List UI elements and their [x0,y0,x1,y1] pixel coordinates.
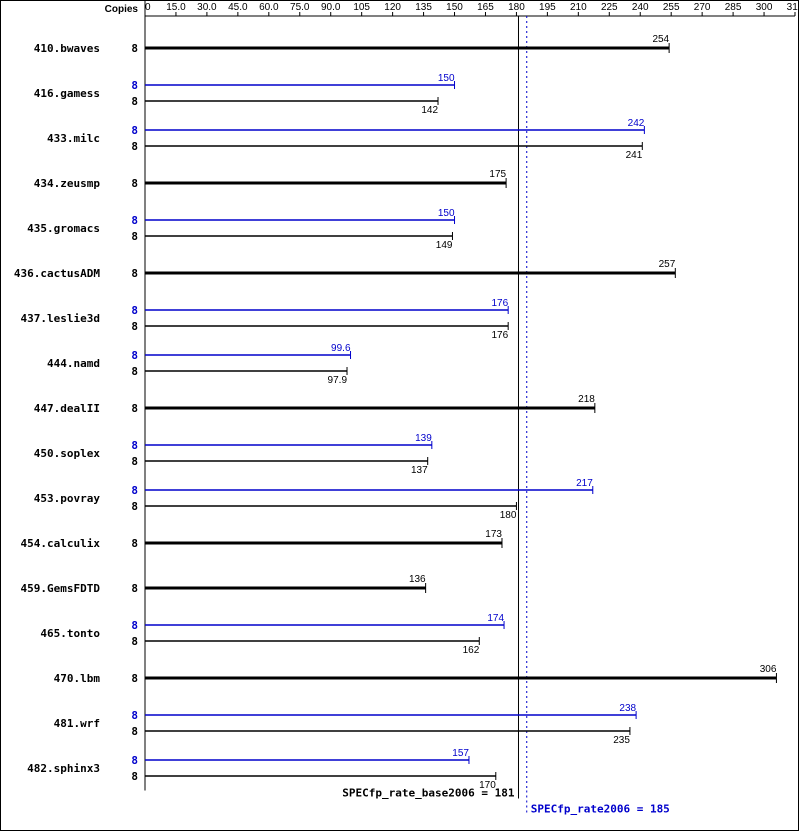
base-copies-label: 8 [131,42,138,55]
base-value-label: 218 [578,394,595,405]
base-copies-label: 8 [131,635,138,648]
benchmark-label: 470.lbm [54,672,101,685]
benchmark-label: 453.povray [34,492,101,505]
peak-value-label: 176 [491,298,508,309]
x-axis-tick-label: 45.0 [228,2,248,13]
peak-value-label: 157 [452,748,469,759]
base-value-label: 241 [626,150,643,161]
x-axis-tick-label: 255 [663,2,680,13]
peak-value-label: 242 [628,118,645,129]
benchmark-label: 450.soplex [34,447,101,460]
x-axis-tick-label: 0 [145,2,151,13]
x-axis-tick-label: 240 [632,2,649,13]
base-value-label: 149 [436,240,453,251]
base-copies-label: 8 [131,455,138,468]
x-axis-tick-label: 210 [570,2,587,13]
x-axis-tick-label: 300 [756,2,773,13]
base-copies-label: 8 [131,725,138,738]
peak-reference-label: SPECfp_rate2006 = 185 [531,803,670,816]
base-value-label: 257 [659,259,676,270]
peak-copies-label: 8 [131,439,138,452]
x-axis-tick-label: 75.0 [290,2,310,13]
peak-copies-label: 8 [131,709,138,722]
base-value-label: 173 [485,529,502,540]
copies-header: Copies [105,4,139,15]
base-value-label: 136 [409,574,426,585]
benchmark-label: 481.wrf [54,717,100,730]
x-axis-tick-label: 150 [446,2,463,13]
x-axis-tick-label: 180 [508,2,525,13]
base-copies-label: 8 [131,230,138,243]
benchmark-label: 435.gromacs [27,222,100,235]
base-value-label: 175 [489,169,506,180]
base-copies-label: 8 [131,267,138,280]
base-reference-label: SPECfp_rate_base2006 = 181 [342,787,515,800]
peak-value-label: 217 [576,478,593,489]
x-axis-tick-label: 30.0 [197,2,217,13]
base-value-label: 97.9 [328,375,348,386]
peak-value-label: 150 [438,73,455,84]
base-value-label: 235 [613,735,630,746]
x-axis-tick-label: 120 [384,2,401,13]
benchmark-label: 465.tonto [40,627,100,640]
x-axis-tick-label: 270 [694,2,711,13]
peak-value-label: 174 [487,613,504,624]
base-copies-label: 8 [131,177,138,190]
benchmark-label: 482.sphinx3 [27,762,100,775]
peak-copies-label: 8 [131,619,138,632]
x-axis-tick-label: 90.0 [321,2,341,13]
benchmark-label: 410.bwaves [34,42,100,55]
x-axis-tick-label: 135 [415,2,432,13]
base-value-label: 162 [463,645,480,656]
benchmark-label: 459.GemsFDTD [21,582,101,595]
peak-value-label: 238 [619,703,636,714]
benchmark-label: 437.leslie3d [21,312,100,325]
base-value-label: 306 [760,664,777,675]
x-axis-tick-label: 105 [353,2,370,13]
base-copies-label: 8 [131,320,138,333]
base-value-label: 142 [421,105,438,116]
benchmark-label: 454.calculix [21,537,101,550]
benchmark-label: 447.dealII [34,402,100,415]
base-copies-label: 8 [131,402,138,415]
base-copies-label: 8 [131,95,138,108]
benchmark-label: 434.zeusmp [34,177,101,190]
x-axis-tick-label: 165 [477,2,494,13]
x-axis-tick-label: 15.0 [166,2,186,13]
peak-value-label: 99.6 [331,343,351,354]
base-copies-label: 8 [131,140,138,153]
base-value-label: 137 [411,465,428,476]
base-copies-label: 8 [131,365,138,378]
peak-value-label: 139 [415,433,432,444]
benchmark-label: 416.gamess [34,87,100,100]
x-axis-tick-label: 60.0 [259,2,279,13]
peak-copies-label: 8 [131,124,138,137]
peak-copies-label: 8 [131,214,138,227]
benchmark-label: 433.milc [47,132,100,145]
x-axis-tick-label: 285 [725,2,742,13]
base-copies-label: 8 [131,500,138,513]
base-value-label: 176 [491,330,508,341]
peak-copies-label: 8 [131,349,138,362]
base-copies-label: 8 [131,537,138,550]
specfp-rate-chart: 0 15.0 30.0 45.0 60.0 75.0 90.0 105 120 135 150 165… [0,0,799,831]
peak-copies-label: 8 [131,754,138,767]
base-copies-label: 8 [131,582,138,595]
peak-value-label: 150 [438,208,455,219]
benchmark-label: 444.namd [47,357,100,370]
base-value-label: 254 [652,34,669,45]
peak-copies-label: 8 [131,304,138,317]
benchmark-label: 436.cactusADM [14,267,100,280]
base-copies-label: 8 [131,770,138,783]
peak-copies-label: 8 [131,484,138,497]
x-axis-tick-label: 225 [601,2,618,13]
base-value-label: 180 [500,510,517,521]
x-axis-tick-label: 195 [539,2,556,13]
base-copies-label: 8 [131,672,138,685]
peak-copies-label: 8 [131,79,138,92]
x-axis-tick-label: 310 [787,2,799,13]
